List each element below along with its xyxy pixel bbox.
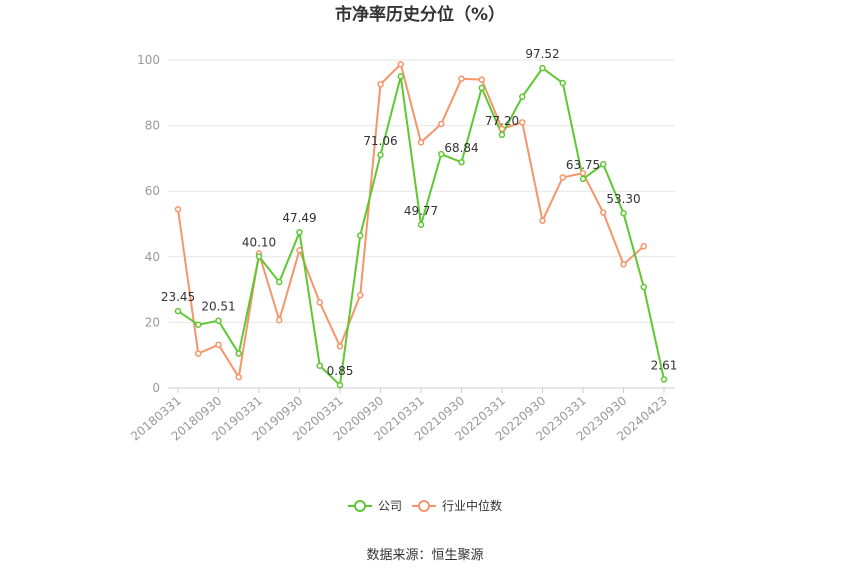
data-point-company[interactable]: [316, 362, 323, 369]
legend-industry-marker: [418, 500, 430, 512]
data-point-company[interactable]: [478, 84, 485, 92]
data-point-company[interactable]: [640, 283, 647, 291]
data-point-company[interactable]: [215, 317, 222, 324]
data-point-company[interactable]: [458, 158, 465, 166]
y-tick-label: 0: [152, 381, 160, 395]
data-point-company[interactable]: [600, 161, 607, 168]
y-tick-label: 20: [145, 315, 160, 329]
data-point-industry-median[interactable]: [417, 139, 425, 146]
data-label: 63.75: [566, 158, 600, 172]
data-label: 40.10: [242, 235, 276, 249]
data-point-industry-median[interactable]: [478, 76, 485, 83]
data-point-industry-median[interactable]: [195, 350, 202, 357]
data-point-company[interactable]: [498, 131, 506, 139]
data-label: 0.85: [327, 364, 354, 378]
data-point-industry-median[interactable]: [235, 373, 242, 381]
legend[interactable]: 公司 行业中位数: [348, 498, 502, 513]
data-point-company[interactable]: [438, 150, 445, 158]
y-tick-label: 40: [145, 250, 160, 264]
data-point-industry-median[interactable]: [640, 243, 647, 250]
data-point-company[interactable]: [255, 253, 263, 260]
y-tick-label: 100: [137, 53, 160, 67]
y-axis: 0 20 40 60 80 100: [137, 53, 160, 395]
chart-title: 市净率历史分位（%）: [335, 4, 505, 25]
data-point-company[interactable]: [660, 376, 668, 383]
data-point-company[interactable]: [195, 321, 202, 328]
data-point-industry-median[interactable]: [397, 61, 404, 68]
data-label: 49.77: [404, 204, 438, 218]
data-label: 77.20: [485, 114, 519, 128]
data-point-industry-median[interactable]: [336, 343, 344, 350]
data-label: 68.84: [444, 141, 478, 155]
data-point-company[interactable]: [174, 307, 182, 315]
data-point-company[interactable]: [620, 209, 627, 217]
data-point-company[interactable]: [417, 221, 425, 229]
data-point-industry-median[interactable]: [458, 75, 465, 82]
series-line-industry-median: [177, 63, 645, 379]
data-labels: 23.45 20.51 40.10 47.49 0.85 71.06 49.77 68.84 7…: [161, 47, 678, 378]
legend-industry-label: 行业中位数: [442, 498, 502, 513]
data-point-company[interactable]: [519, 93, 526, 100]
data-label: 97.52: [525, 47, 559, 61]
data-point-company[interactable]: [235, 350, 242, 357]
data-point-industry-median[interactable]: [276, 316, 283, 324]
data-point-industry-median[interactable]: [215, 341, 222, 348]
data-point-industry-median[interactable]: [559, 174, 566, 181]
legend-company-label: 公司: [378, 499, 402, 513]
data-point-industry-median[interactable]: [316, 299, 323, 306]
data-point-industry-median[interactable]: [174, 205, 182, 213]
x-axis: 2018033120180930201903312019093020200331…: [128, 387, 675, 444]
series-points: [174, 61, 668, 389]
data-source: 数据来源：恒生聚源: [366, 548, 483, 563]
data-point-industry-median[interactable]: [620, 261, 627, 268]
data-point-company[interactable]: [296, 228, 303, 236]
data-label: 47.49: [282, 211, 316, 225]
data-point-company[interactable]: [559, 79, 566, 87]
data-point-industry-median[interactable]: [438, 120, 445, 128]
data-label: 71.06: [363, 134, 397, 148]
data-point-industry-median[interactable]: [539, 217, 546, 224]
data-label: 20.51: [201, 300, 235, 314]
data-point-industry-median[interactable]: [296, 246, 303, 254]
data-point-company[interactable]: [539, 64, 546, 72]
data-point-company[interactable]: [336, 381, 344, 389]
data-point-company[interactable]: [377, 151, 384, 159]
data-label: 23.45: [161, 290, 195, 304]
legend-company-marker: [354, 500, 366, 512]
data-point-industry-median[interactable]: [357, 291, 364, 299]
data-label: 53.30: [606, 192, 640, 206]
data-point-company[interactable]: [397, 73, 404, 80]
data-point-company[interactable]: [357, 232, 364, 239]
data-point-industry-median[interactable]: [519, 119, 526, 126]
data-point-industry-median[interactable]: [498, 125, 506, 133]
data-point-industry-median[interactable]: [377, 81, 384, 88]
data-point-company[interactable]: [579, 175, 587, 183]
data-point-industry-median[interactable]: [600, 209, 607, 216]
y-tick-label: 80: [145, 119, 160, 133]
data-label: 2.61: [651, 358, 678, 372]
y-tick-label: 60: [145, 184, 160, 198]
legend-item-company[interactable]: 公司: [348, 499, 402, 513]
data-point-company[interactable]: [276, 278, 283, 286]
legend-item-industry-median[interactable]: 行业中位数: [412, 498, 502, 513]
